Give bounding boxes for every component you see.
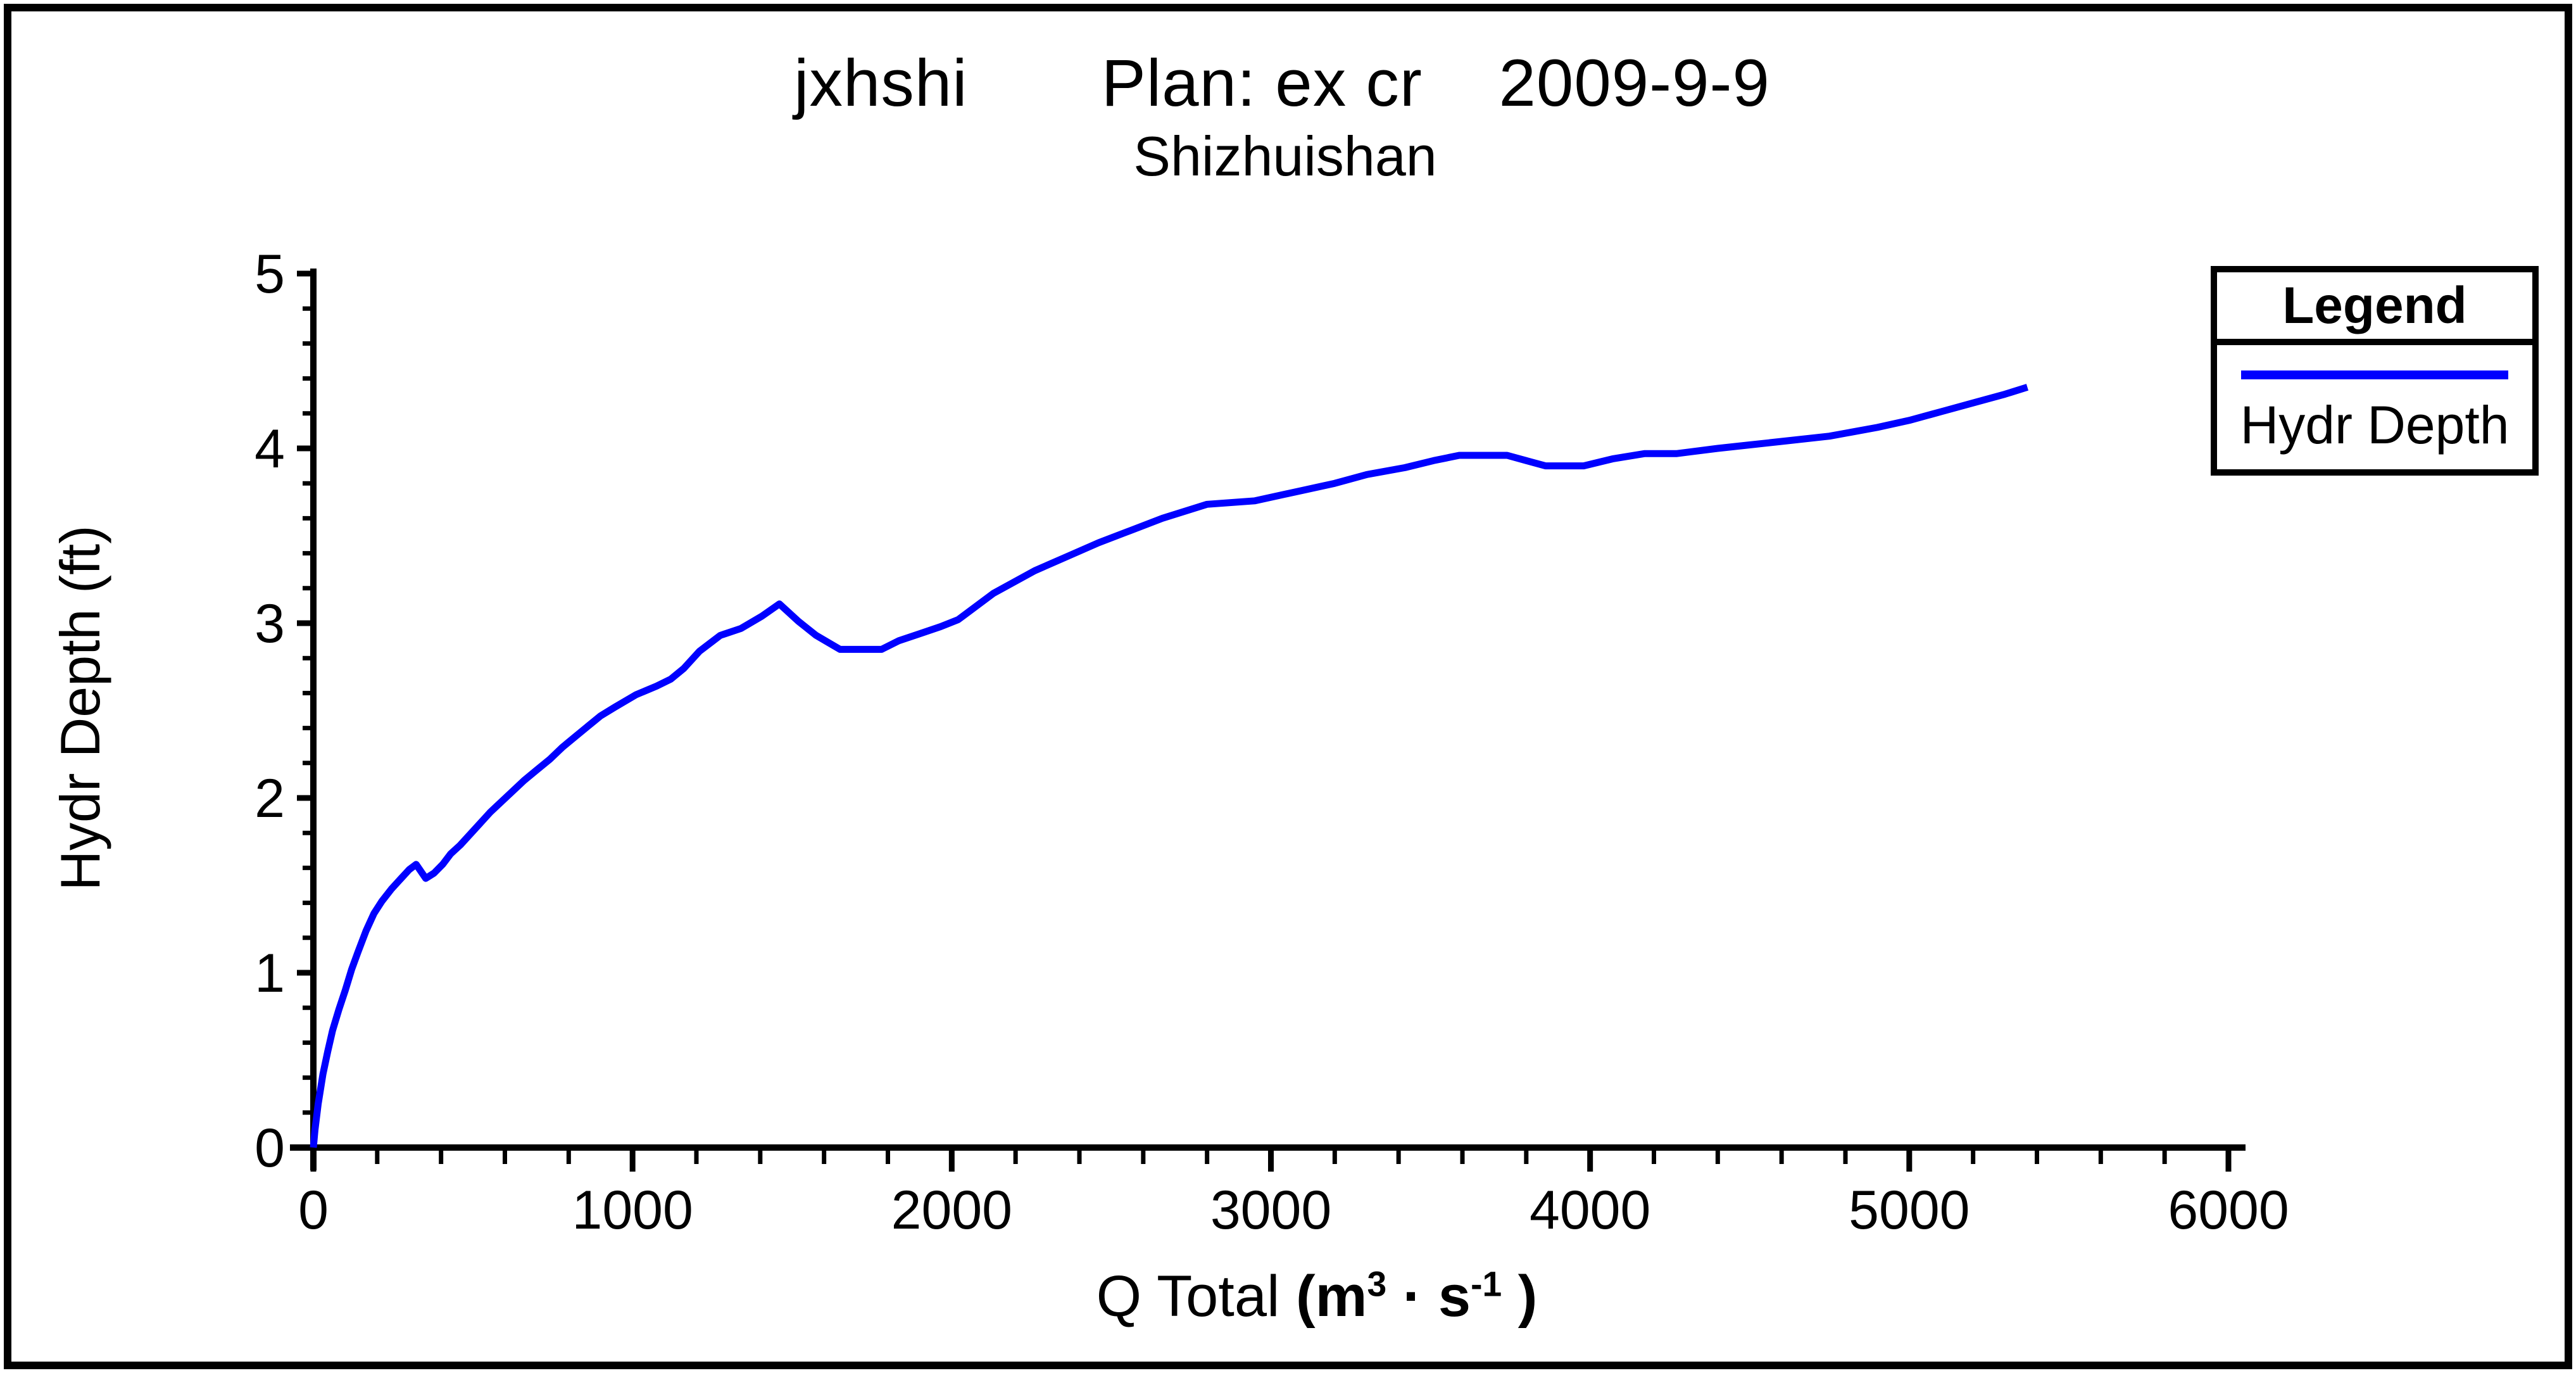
x-tick-label: 6000 <box>2168 1180 2289 1241</box>
x-axis-title-main: Q Total <box>1096 1264 1296 1329</box>
x-tick-label: 3000 <box>1210 1180 1331 1241</box>
y-tick-label: 4 <box>254 419 285 479</box>
chart-outer-frame <box>4 4 2572 1369</box>
x-axis-unit: (m3 · s-1 ) <box>1296 1264 1537 1329</box>
y-tick-label: 3 <box>254 593 285 654</box>
legend-body: Hydr Depth <box>2217 345 2532 463</box>
x-tick-label: 5000 <box>1849 1180 1970 1241</box>
x-axis-unit-exponent-minus1: -1 <box>1471 1264 1502 1304</box>
x-tick-label: 0 <box>298 1180 329 1241</box>
y-tick-label: 2 <box>254 768 285 829</box>
x-axis-title: Q Total (m3 · s-1 ) <box>1096 1263 1538 1330</box>
chart-title: jxhshi Plan: ex cr 2009-9-9 <box>794 46 1770 120</box>
legend-box: Legend Hydr Depth <box>2211 266 2539 476</box>
y-tick-label: 0 <box>254 1118 285 1179</box>
y-tick-label: 1 <box>254 943 285 1004</box>
x-axis-unit-open: (m <box>1295 1264 1367 1329</box>
y-tick-label: 5 <box>254 244 285 305</box>
legend-line-sample <box>2241 370 2508 379</box>
x-axis-unit-exponent-3: 3 <box>1367 1264 1387 1304</box>
x-tick-label: 1000 <box>572 1180 693 1241</box>
x-axis-unit-mid: · s <box>1386 1264 1471 1329</box>
x-tick-label: 4000 <box>1530 1180 1650 1241</box>
x-tick-label: 2000 <box>891 1180 1012 1241</box>
x-axis-unit-close: ) <box>1502 1264 1538 1329</box>
legend-item-label: Hydr Depth <box>2240 395 2510 455</box>
chart-subtitle: Shizhuishan <box>1133 125 1437 187</box>
depth-curve <box>310 384 2029 1148</box>
legend-title: Legend <box>2217 272 2532 345</box>
